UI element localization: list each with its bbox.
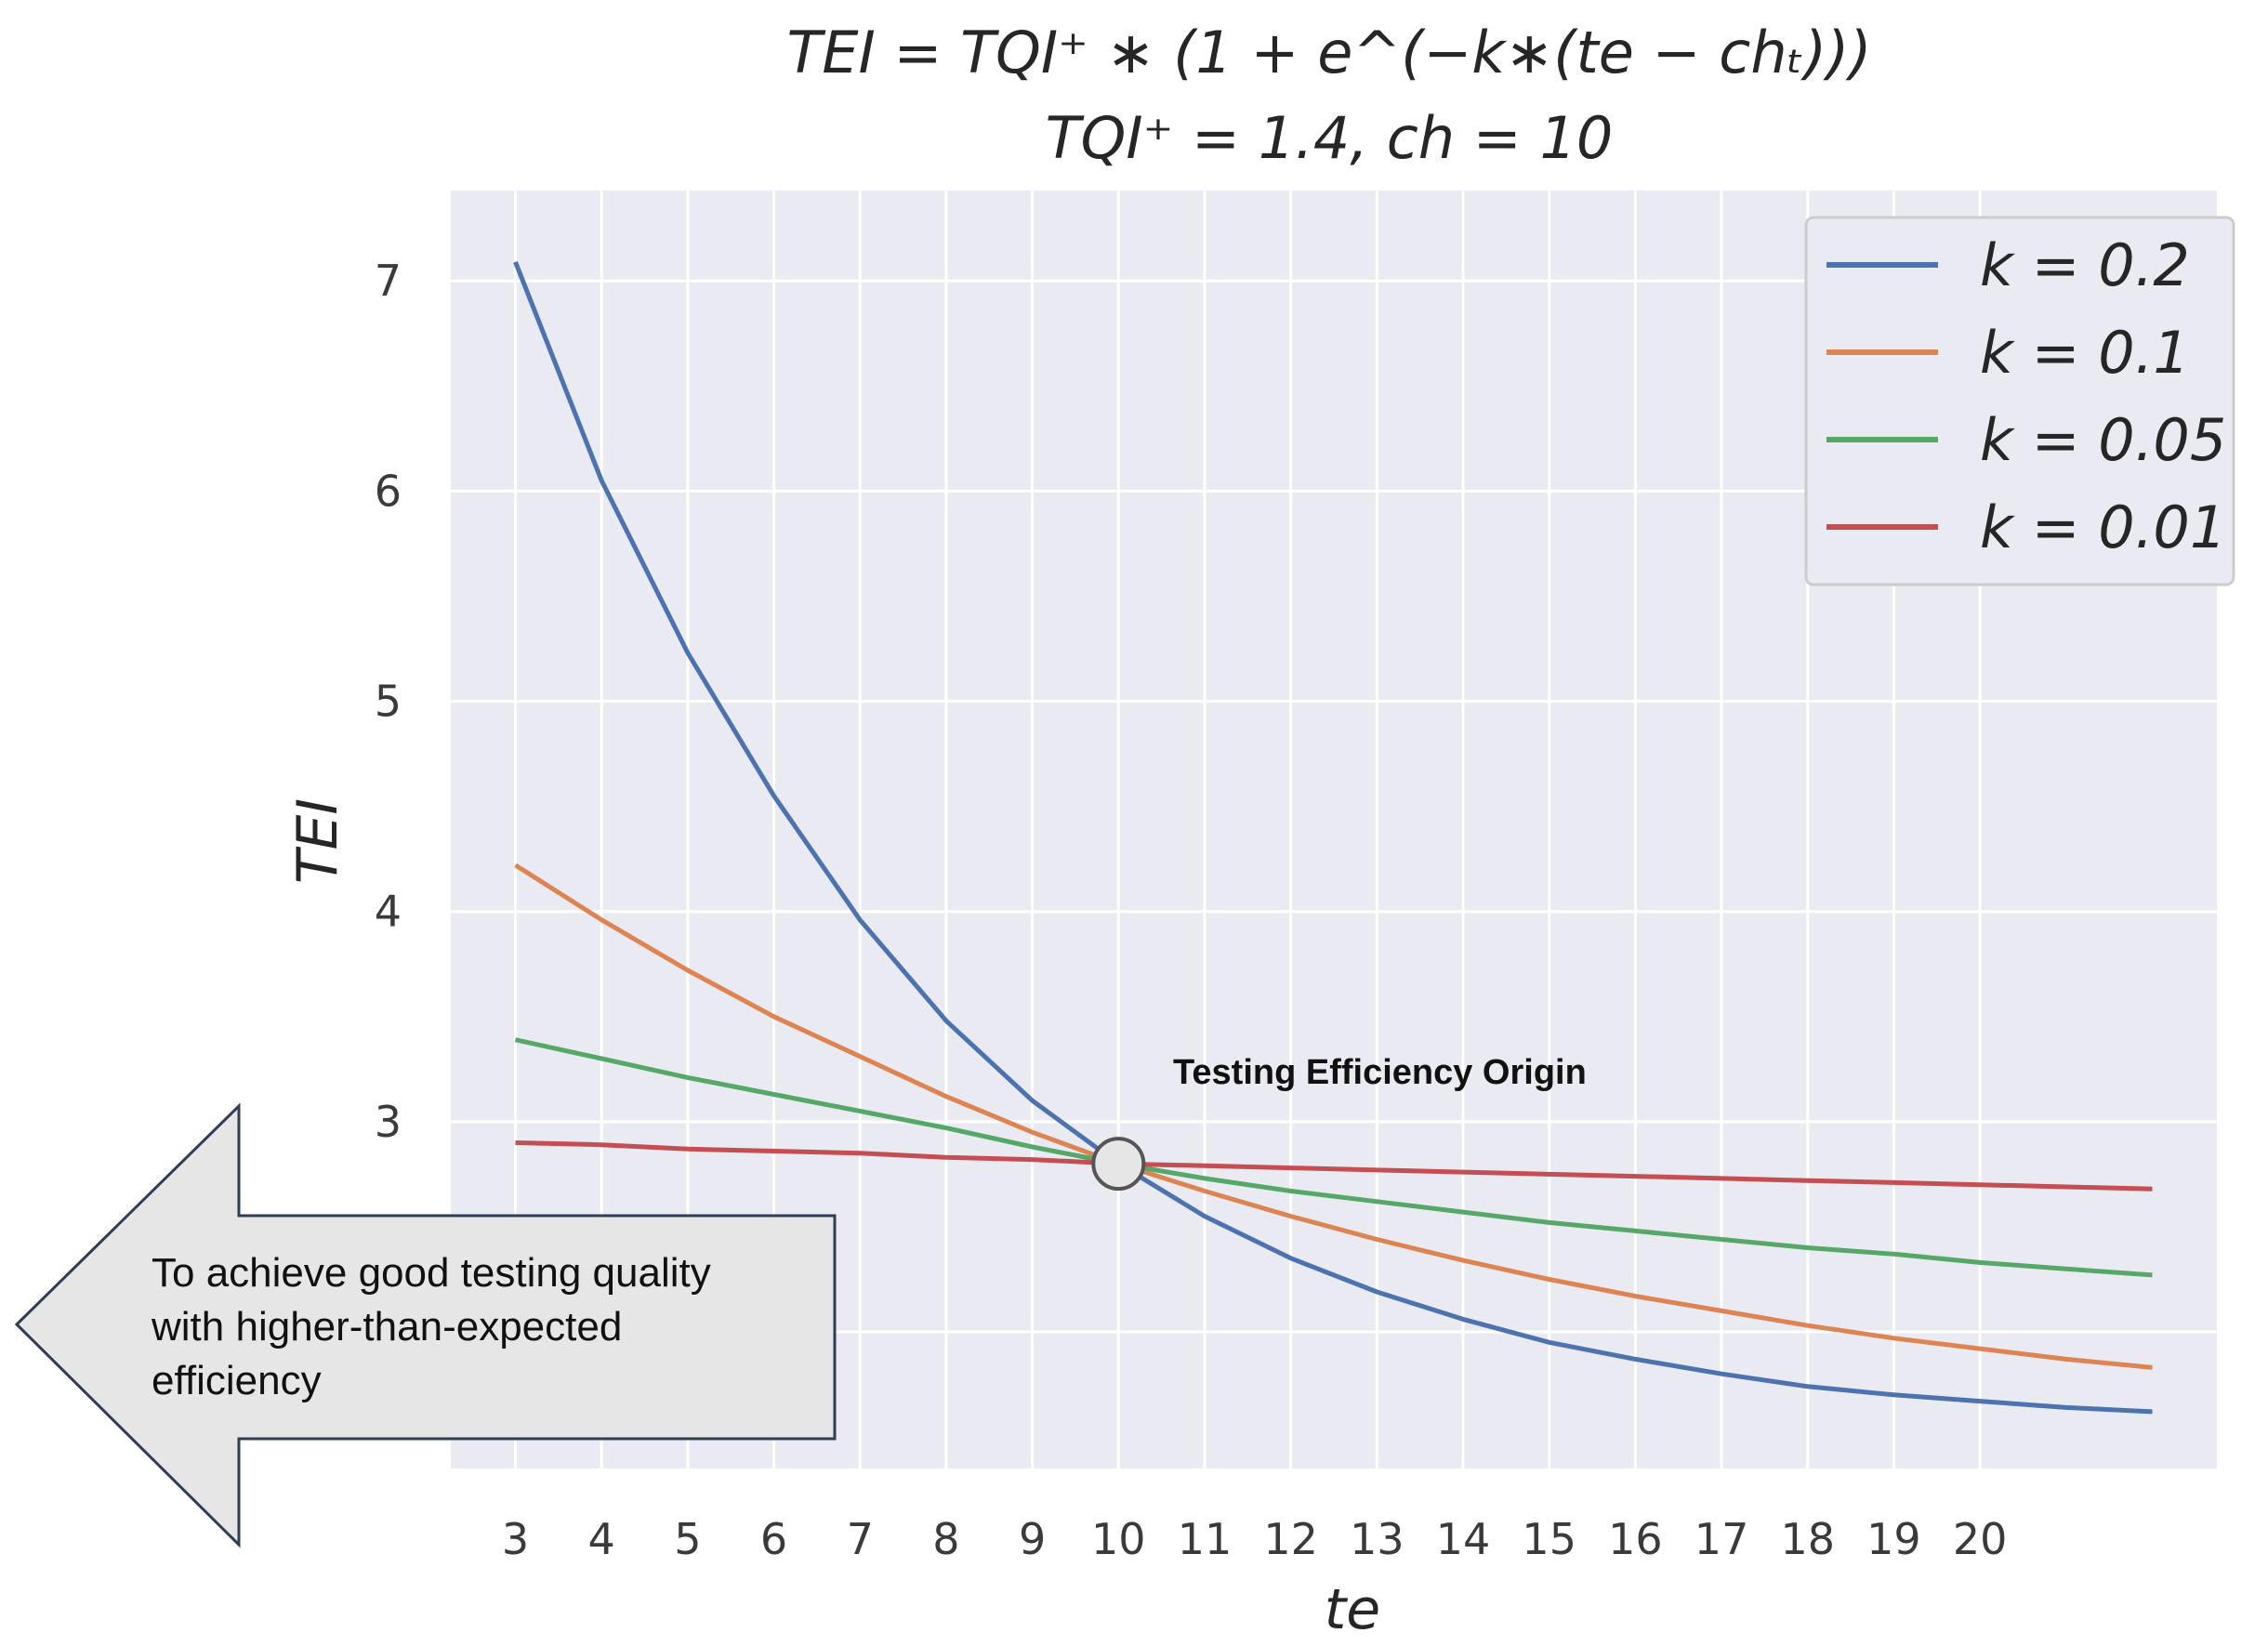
legend-box — [1804, 216, 2235, 586]
x-tick-label-6: 6 — [760, 1514, 787, 1564]
grid-lines — [451, 191, 2217, 1468]
series-line-3 — [515, 1140, 2153, 1192]
legend: k = 0.2 k = 0.1 k = 0.05 k = 0.01 — [1804, 216, 2235, 586]
x-tick-label-20: 20 — [1953, 1514, 2008, 1564]
testing-efficiency-origin-label: Testing Efficiency Origin — [1173, 1053, 1587, 1092]
x-tick-label-7: 7 — [847, 1514, 874, 1564]
x-tick-label-16: 16 — [1608, 1514, 1663, 1564]
series-line-2 — [514, 1037, 2153, 1278]
x-tick-label-3: 3 — [502, 1514, 529, 1564]
legend-label-1: k = 0.1 — [1980, 319, 2190, 387]
y-tick-label-5: 5 — [375, 677, 402, 727]
x-tick-label-13: 13 — [1350, 1514, 1404, 1564]
y-tick-label-3: 3 — [375, 1097, 402, 1147]
callout-text-line3: efficiency — [152, 1358, 322, 1403]
x-tick-label-9: 9 — [1019, 1514, 1046, 1564]
x-tick-labels: 3 4 5 6 7 8 9 10 11 12 13 14 15 16 17 18 19 20 — [502, 1514, 2008, 1564]
y-tick-label-6: 6 — [375, 466, 402, 516]
series-lines — [513, 260, 2153, 1415]
legend-label-0: k = 0.2 — [1980, 231, 2190, 299]
x-tick-label-19: 19 — [1866, 1514, 1921, 1564]
series-line-0 — [513, 260, 2153, 1415]
x-tick-label-4: 4 — [588, 1514, 615, 1564]
x-tick-label-8: 8 — [932, 1514, 959, 1564]
x-tick-label-15: 15 — [1522, 1514, 1576, 1564]
callout-text-line2: with higher-than-expected — [151, 1304, 622, 1350]
x-tick-label-14: 14 — [1436, 1514, 1491, 1564]
chart-title-line1: TEI = TQI⁺ ∗ (1 + e^(−k∗(te − chₜ))) — [786, 19, 1871, 86]
y-tick-labels: 3 4 5 6 7 — [375, 256, 402, 1147]
callout-arrow: To achieve good testing quality with hig… — [14, 1102, 837, 1548]
callout-text-line1: To achieve good testing quality — [152, 1250, 711, 1296]
y-axis-label: TEI — [285, 798, 350, 884]
x-tick-label-10: 10 — [1091, 1514, 1146, 1564]
x-tick-label-17: 17 — [1694, 1514, 1749, 1564]
legend-label-3: k = 0.01 — [1980, 494, 2226, 561]
chart-title-line2: TQI⁺ = 1.4, ch = 10 — [1046, 104, 1614, 172]
series-line-1 — [514, 863, 2153, 1370]
x-tick-label-5: 5 — [674, 1514, 701, 1564]
legend-label-2: k = 0.05 — [1980, 406, 2226, 474]
x-axis-label: te — [1325, 1577, 1380, 1642]
x-tick-label-12: 12 — [1263, 1514, 1318, 1564]
y-tick-label-7: 7 — [375, 256, 402, 306]
callout-arrow-shape — [14, 1102, 837, 1548]
y-tick-label-4: 4 — [375, 887, 402, 937]
x-tick-label-11: 11 — [1178, 1514, 1233, 1564]
testing-efficiency-origin-marker — [1091, 1137, 1146, 1192]
x-tick-label-18: 18 — [1780, 1514, 1835, 1564]
